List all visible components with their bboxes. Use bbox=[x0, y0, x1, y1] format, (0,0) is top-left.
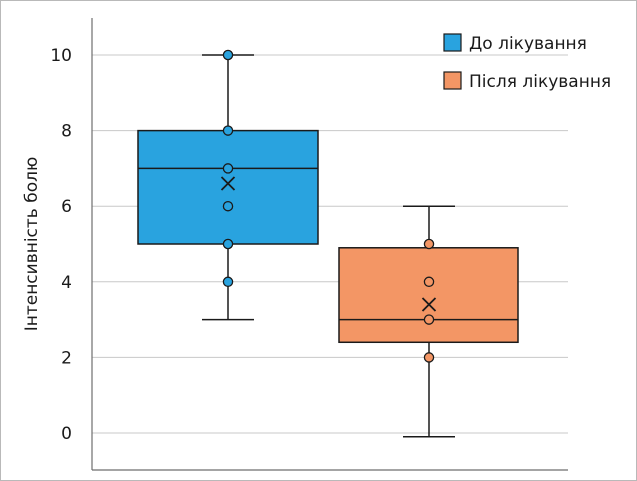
data-point bbox=[222, 238, 234, 250]
data-point bbox=[222, 49, 234, 61]
legend-label-before: До лікування bbox=[469, 34, 587, 54]
legend-swatch-before bbox=[443, 33, 462, 52]
box-group-after bbox=[338, 205, 519, 438]
box-series bbox=[137, 49, 519, 438]
axes bbox=[91, 18, 568, 471]
iqr-box bbox=[137, 129, 319, 245]
y-tick-label: 0 bbox=[61, 424, 72, 444]
legend-label-after: Після лікування bbox=[469, 72, 611, 92]
legend: До лікування Після лікування bbox=[443, 33, 611, 92]
data-point bbox=[222, 200, 234, 212]
y-axis-label: Інтенсивність болю bbox=[22, 157, 42, 332]
data-point bbox=[222, 276, 234, 288]
y-tick-label: 10 bbox=[50, 46, 72, 66]
iqr-box bbox=[338, 247, 519, 344]
y-tick-label: 6 bbox=[61, 197, 72, 217]
legend-item-before: До лікування bbox=[443, 33, 587, 54]
legend-item-after: Після лікування bbox=[443, 71, 611, 92]
mean-marker bbox=[421, 297, 437, 312]
box-group-before bbox=[137, 49, 319, 321]
data-point bbox=[222, 125, 234, 136]
y-tick-label: 2 bbox=[61, 348, 72, 368]
data-point bbox=[423, 238, 435, 250]
data-point bbox=[423, 276, 435, 288]
data-point bbox=[222, 163, 234, 174]
y-tick-label: 4 bbox=[61, 273, 72, 293]
y-tick-labels: 0 2 4 6 8 10 bbox=[50, 46, 72, 444]
mean-marker bbox=[220, 176, 236, 191]
data-point bbox=[423, 352, 435, 363]
legend-swatch-after bbox=[443, 71, 462, 90]
y-tick-label: 8 bbox=[61, 122, 72, 142]
data-point bbox=[423, 314, 435, 325]
